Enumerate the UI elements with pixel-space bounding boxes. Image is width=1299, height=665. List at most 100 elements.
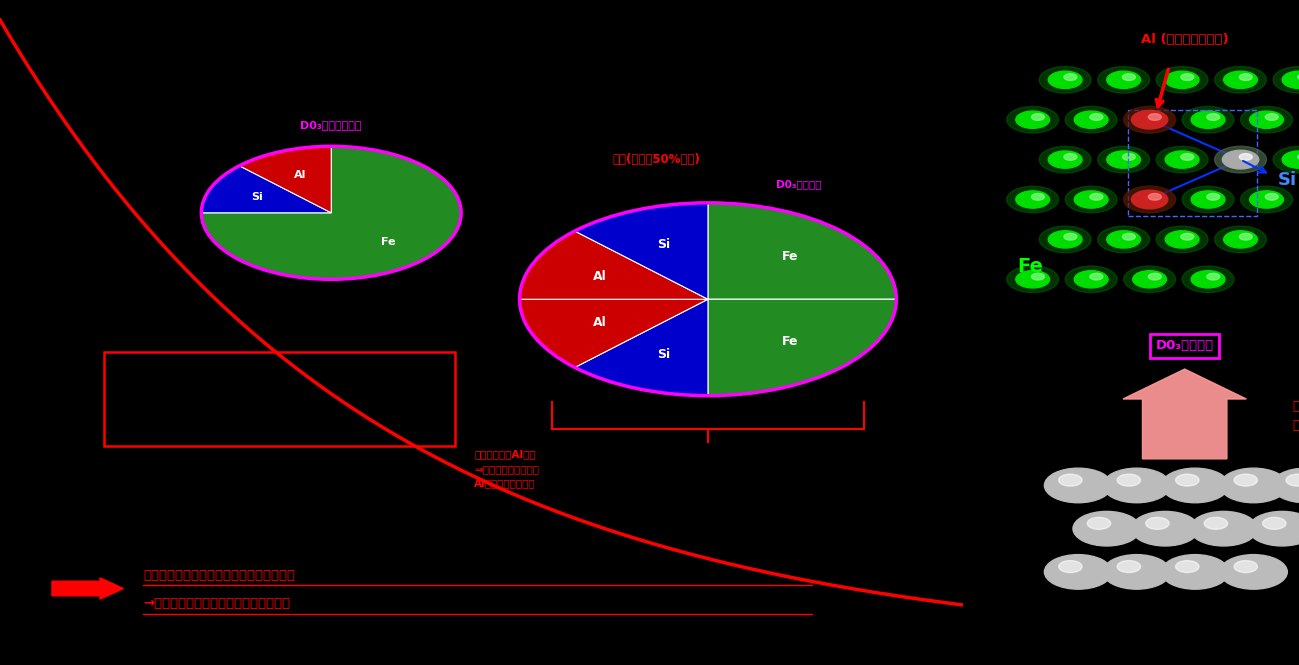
Circle shape	[1117, 561, 1141, 573]
Circle shape	[1090, 114, 1103, 120]
Circle shape	[1215, 226, 1267, 253]
Circle shape	[1224, 231, 1257, 248]
Text: センダスト薄膜は原子規則度の制御が可能: センダスト薄膜は原子規則度の制御が可能	[143, 569, 295, 582]
Circle shape	[1133, 111, 1167, 128]
Circle shape	[1146, 517, 1169, 529]
Circle shape	[1016, 271, 1050, 288]
Text: D0₃規則構造のみ: D0₃規則構造のみ	[300, 120, 362, 130]
Text: Fe: Fe	[381, 237, 395, 247]
Circle shape	[1107, 231, 1141, 248]
Circle shape	[1133, 271, 1167, 288]
Circle shape	[1074, 111, 1108, 128]
Circle shape	[1065, 266, 1117, 293]
Wedge shape	[239, 146, 331, 213]
FancyArrow shape	[52, 578, 123, 599]
Circle shape	[1148, 114, 1161, 120]
Circle shape	[1165, 231, 1199, 248]
Circle shape	[1182, 186, 1234, 213]
Circle shape	[1220, 468, 1287, 503]
Circle shape	[1074, 191, 1108, 208]
Circle shape	[1048, 151, 1082, 168]
Circle shape	[1215, 146, 1267, 173]
Circle shape	[1148, 194, 1161, 200]
Circle shape	[1239, 74, 1252, 80]
Circle shape	[1263, 517, 1286, 529]
Circle shape	[1239, 154, 1252, 160]
Circle shape	[1161, 468, 1229, 503]
Circle shape	[1044, 468, 1112, 503]
Circle shape	[1098, 226, 1150, 253]
Text: Fe: Fe	[1017, 257, 1043, 275]
Text: Al: Al	[594, 270, 607, 283]
Circle shape	[1241, 186, 1293, 213]
Text: 薄膜(規則度50%の例): 薄膜(規則度50%の例)	[612, 153, 700, 166]
Circle shape	[1176, 561, 1199, 573]
Circle shape	[1148, 273, 1161, 280]
Circle shape	[1098, 146, 1150, 173]
Circle shape	[1131, 110, 1168, 129]
Circle shape	[1103, 555, 1170, 589]
Circle shape	[1048, 231, 1082, 248]
Text: Fe: Fe	[782, 251, 799, 263]
Text: Al (軟磁気特性の肘): Al (軟磁気特性の肘)	[1141, 33, 1229, 47]
Circle shape	[1122, 74, 1135, 80]
Circle shape	[1207, 194, 1220, 200]
Circle shape	[1124, 106, 1176, 133]
Circle shape	[1124, 266, 1176, 293]
Circle shape	[1064, 154, 1077, 160]
Circle shape	[1156, 146, 1208, 173]
Circle shape	[1065, 186, 1117, 213]
Circle shape	[1234, 561, 1257, 573]
Circle shape	[1090, 273, 1103, 280]
Circle shape	[1031, 194, 1044, 200]
Wedge shape	[520, 231, 708, 299]
Bar	[104, 352, 455, 446]
Circle shape	[1165, 151, 1199, 168]
Text: Al: Al	[594, 316, 607, 329]
Circle shape	[1191, 111, 1225, 128]
Text: Fe: Fe	[782, 335, 799, 348]
Circle shape	[1156, 66, 1208, 93]
Circle shape	[1131, 190, 1168, 209]
Circle shape	[1215, 66, 1267, 93]
Wedge shape	[520, 299, 708, 368]
Circle shape	[1131, 511, 1199, 546]
Circle shape	[1133, 191, 1167, 208]
Circle shape	[1090, 194, 1103, 200]
Circle shape	[1265, 114, 1278, 120]
Circle shape	[1286, 474, 1299, 486]
Circle shape	[1181, 74, 1194, 80]
Circle shape	[1122, 233, 1135, 240]
Circle shape	[1117, 474, 1141, 486]
Wedge shape	[201, 146, 461, 279]
Circle shape	[1044, 555, 1112, 589]
Circle shape	[1065, 106, 1117, 133]
Text: →軟磁気特性が発現する組成範囲が拡大: →軟磁気特性が発現する組成範囲が拡大	[143, 597, 290, 610]
Circle shape	[1048, 71, 1082, 88]
Circle shape	[1182, 266, 1234, 293]
Circle shape	[1107, 71, 1141, 88]
Circle shape	[1087, 517, 1111, 529]
Text: D0₃規則構造: D0₃規則構造	[1156, 339, 1213, 352]
Circle shape	[1016, 191, 1050, 208]
Circle shape	[1224, 151, 1257, 168]
Circle shape	[1064, 233, 1077, 240]
Circle shape	[1031, 114, 1044, 120]
Text: Si: Si	[1278, 170, 1298, 189]
Circle shape	[1098, 66, 1150, 93]
Wedge shape	[574, 203, 708, 299]
Circle shape	[1241, 106, 1293, 133]
Text: Si: Si	[657, 237, 670, 251]
FancyArrow shape	[1122, 369, 1246, 459]
Circle shape	[1239, 154, 1252, 160]
Circle shape	[1176, 474, 1199, 486]
Circle shape	[1273, 146, 1299, 173]
Circle shape	[1039, 146, 1091, 173]
Text: Si: Si	[657, 348, 670, 361]
Circle shape	[1073, 511, 1141, 546]
Circle shape	[1181, 154, 1194, 160]
Wedge shape	[574, 299, 708, 396]
Circle shape	[1207, 273, 1220, 280]
Circle shape	[1074, 271, 1108, 288]
Circle shape	[1059, 474, 1082, 486]
